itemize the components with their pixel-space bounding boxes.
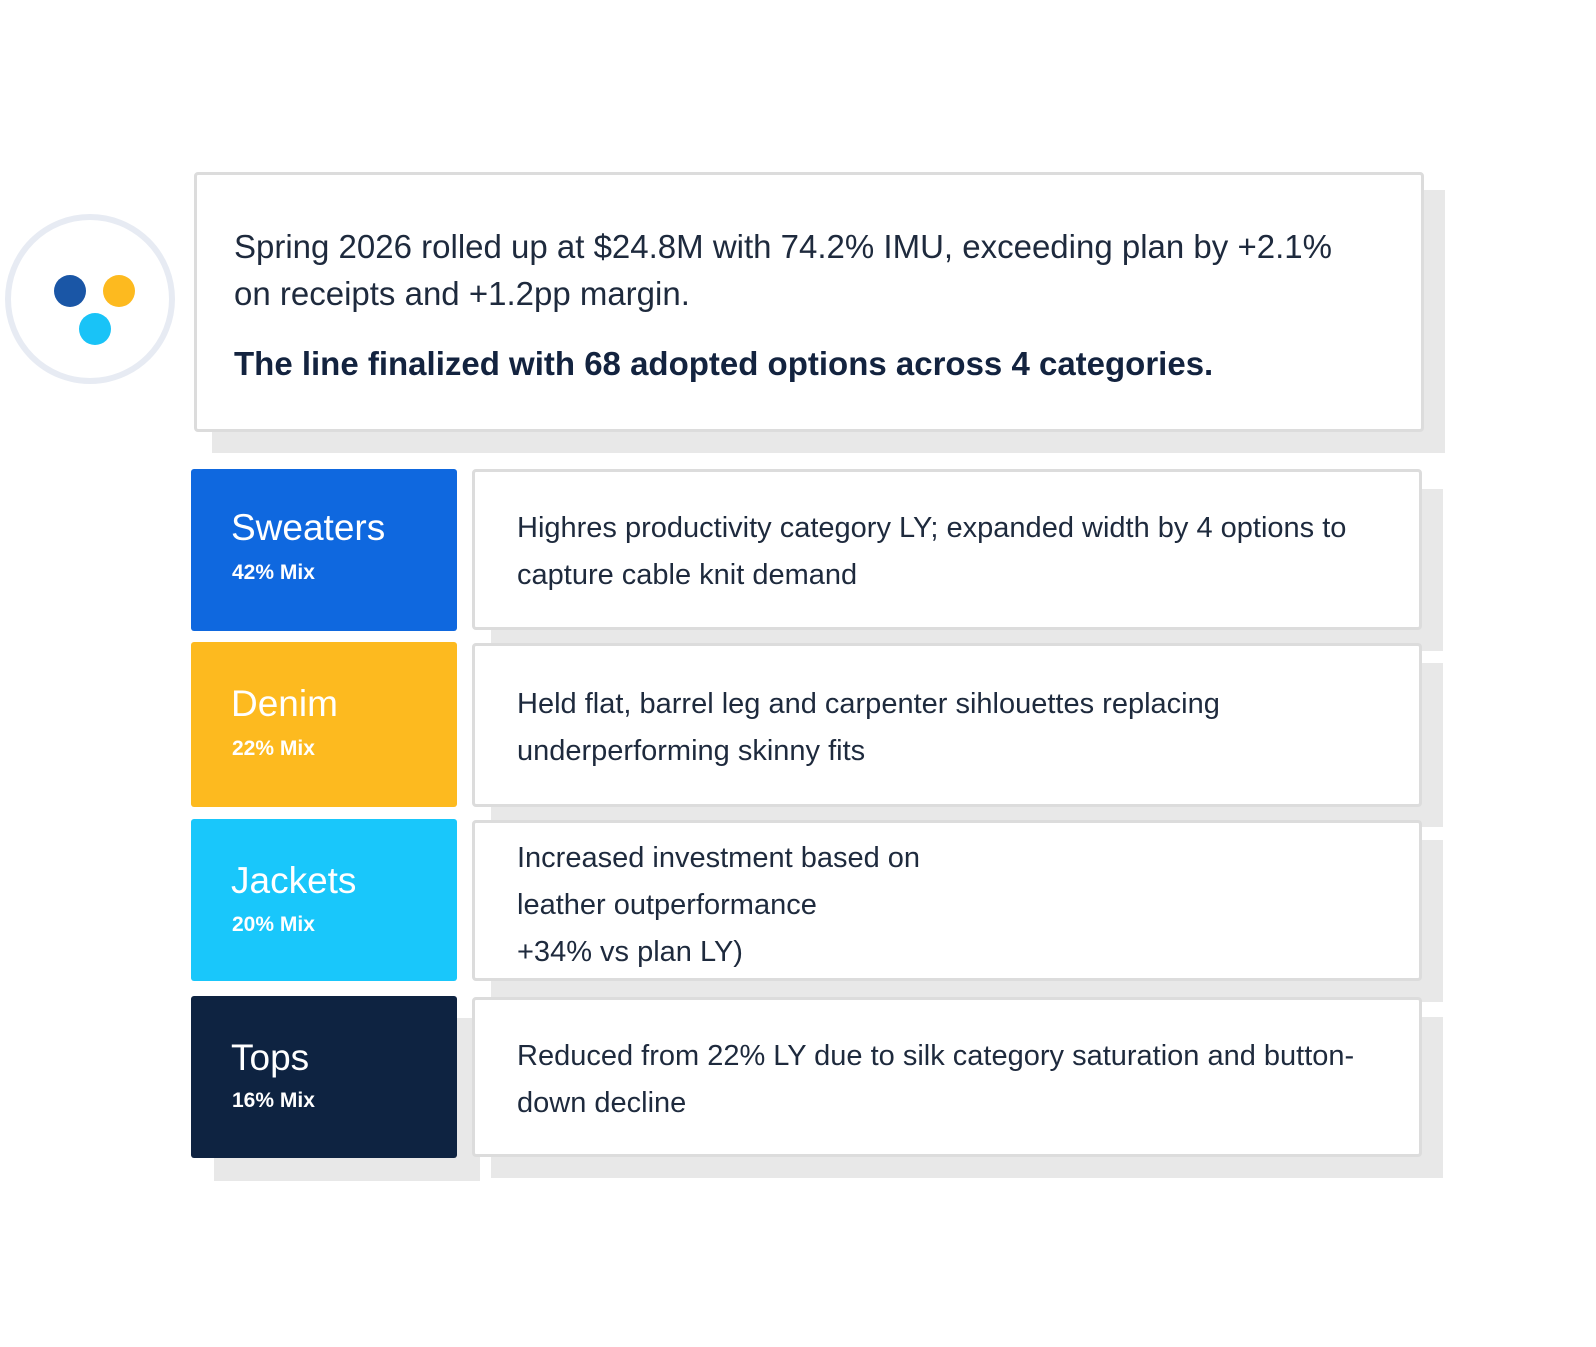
category-block-jackets: Jackets 20% Mix [191, 819, 457, 981]
category-block-tops: Tops 16% Mix [191, 996, 457, 1158]
category-description: Increased investment based on leather ou… [517, 835, 1397, 976]
category-description-card-denim: Held flat, barrel leg and carpenter sihl… [472, 643, 1422, 807]
category-description-card-tops: Reduced from 22% LY due to silk category… [472, 997, 1422, 1157]
category-description-card-sweaters: Highres productivity category LY; expand… [472, 469, 1422, 630]
category-mix: 22% Mix [232, 737, 315, 760]
category-mix: 42% Mix [232, 561, 315, 584]
category-block-denim: Denim 22% Mix [191, 642, 457, 807]
category-description-line: +34% vs plan LY) [517, 936, 743, 968]
summary-card: Spring 2026 rolled up at $24.8M with 74.… [194, 172, 1424, 432]
category-description: Held flat, barrel leg and carpenter sihl… [517, 688, 1220, 767]
category-name: Tops [231, 1037, 310, 1078]
category-description-card-jackets: Increased investment based on leather ou… [472, 820, 1422, 981]
category-description-line: leather outperformance [517, 889, 817, 921]
category-name: Denim [231, 683, 338, 724]
category-block-sweaters: Sweaters 42% Mix [191, 469, 457, 631]
logo-dot-cyan-icon [79, 313, 111, 345]
logo-dot-yellow-icon [103, 275, 135, 307]
summary-highlight: The line finalized with 68 adopted optio… [234, 345, 1214, 382]
category-description-line: Increased investment based on [517, 842, 921, 874]
category-description: Reduced from 22% LY due to silk category… [517, 1040, 1355, 1119]
category-name: Jackets [231, 860, 357, 901]
summary-text: Spring 2026 rolled up at $24.8M with 74.… [234, 228, 1332, 312]
category-description: Highres productivity category LY; expand… [517, 512, 1347, 591]
category-mix: 20% Mix [232, 913, 315, 936]
logo-dot-navy-icon [54, 275, 86, 307]
category-name: Sweaters [231, 507, 386, 548]
logo-avatar [5, 214, 175, 384]
category-mix: 16% Mix [232, 1089, 315, 1112]
